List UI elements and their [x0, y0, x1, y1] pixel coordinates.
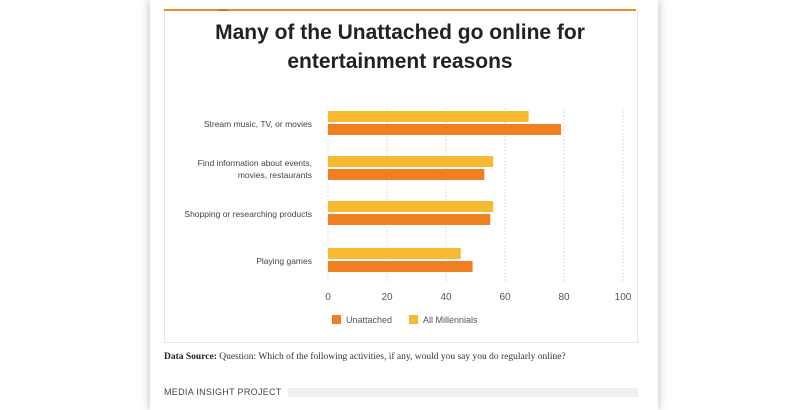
chart-title-line-2: entertainment reasons [287, 50, 513, 73]
bar-unattached-2 [328, 214, 491, 225]
top-accent-rule [164, 9, 636, 11]
bar-all-millennials-0 [328, 111, 529, 122]
legend-label-1: All Millennials [423, 315, 478, 325]
x-tick-label-0: 0 [325, 292, 331, 303]
footer-bar [164, 388, 638, 397]
data-source-label: Data Source: [164, 352, 217, 362]
bar-unattached-3 [328, 261, 473, 272]
bar-unattached-0 [328, 124, 562, 135]
bar-all-millennials-1 [328, 156, 494, 167]
category-label-1-0: Find information about events, [198, 158, 312, 168]
category-label-1-1: movies, restaurants [238, 170, 312, 180]
category-label-2-0: Shopping or researching products [184, 209, 312, 219]
x-tick-label-3: 60 [499, 292, 511, 303]
chart-title: Many of the Unattached go online for ent… [164, 18, 636, 76]
bar-unattached-1 [328, 169, 485, 180]
x-tick-label-5: 100 [615, 292, 632, 303]
x-tick-label-4: 80 [558, 292, 570, 303]
bar-all-millennials-3 [328, 248, 461, 259]
legend-swatch-1 [409, 315, 418, 324]
data-source-text: Question: Which of the following activit… [219, 352, 566, 362]
bar-all-millennials-2 [328, 201, 494, 212]
bar-chart: 0 20 40 60 80 100 Stream music, TV, or movies F… [184, 108, 632, 325]
category-label-3-0: Playing games [256, 256, 312, 266]
legend-swatch-0 [332, 315, 341, 324]
top-accent-tick [218, 9, 228, 12]
data-source-note: Data Source: Question: Which of the foll… [164, 352, 634, 362]
footer-label: MEDIA INSIGHT PROJECT [164, 386, 288, 398]
chart-title-line-1: Many of the Unattached go online for [215, 21, 585, 44]
legend-label-0: Unattached [346, 315, 392, 325]
x-tick-label-1: 20 [381, 292, 393, 303]
category-label-0-0: Stream music, TV, or movies [204, 119, 312, 129]
x-tick-label-2: 40 [440, 292, 452, 303]
